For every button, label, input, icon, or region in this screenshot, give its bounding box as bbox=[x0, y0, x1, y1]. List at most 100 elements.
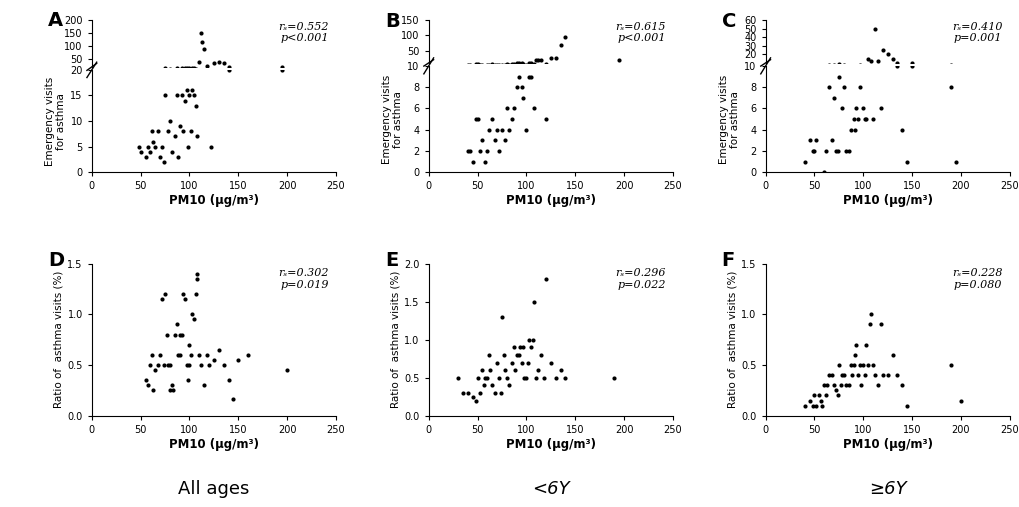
Point bbox=[154, 142, 170, 151]
Point bbox=[484, 60, 500, 68]
Point bbox=[477, 61, 493, 69]
Point bbox=[525, 336, 541, 344]
Point bbox=[500, 61, 517, 69]
Point bbox=[532, 351, 548, 359]
Point bbox=[850, 371, 866, 379]
Point bbox=[454, 389, 471, 397]
Point bbox=[801, 396, 817, 405]
Point bbox=[496, 366, 513, 374]
Point bbox=[274, 66, 290, 74]
Point bbox=[474, 61, 490, 69]
Point bbox=[493, 61, 510, 69]
Point bbox=[523, 59, 539, 67]
Point bbox=[164, 381, 180, 389]
Point bbox=[474, 366, 490, 374]
Point bbox=[894, 126, 910, 134]
Point bbox=[490, 147, 506, 155]
Point bbox=[498, 60, 515, 68]
Point bbox=[150, 127, 166, 135]
Point bbox=[796, 158, 812, 166]
Point bbox=[528, 56, 544, 64]
Text: rₛ=0.552
p<0.001: rₛ=0.552 p<0.001 bbox=[278, 22, 328, 43]
Point bbox=[477, 374, 493, 382]
Point bbox=[479, 61, 495, 69]
Point bbox=[807, 402, 823, 410]
Point bbox=[854, 361, 870, 369]
Point bbox=[498, 104, 515, 113]
Point bbox=[132, 148, 149, 156]
Point bbox=[823, 371, 840, 379]
Point bbox=[804, 147, 820, 155]
Point bbox=[806, 391, 822, 400]
Point bbox=[526, 298, 542, 306]
Point bbox=[145, 386, 161, 394]
Point bbox=[857, 115, 873, 123]
Point bbox=[462, 147, 478, 155]
Point bbox=[193, 361, 209, 369]
Point bbox=[230, 356, 247, 364]
Point bbox=[144, 127, 160, 135]
Point bbox=[515, 94, 531, 102]
Point bbox=[869, 57, 886, 65]
Point bbox=[850, 63, 866, 71]
Point bbox=[191, 58, 207, 66]
Point bbox=[503, 60, 520, 68]
Point bbox=[943, 83, 959, 91]
Point bbox=[872, 104, 889, 113]
Point bbox=[467, 396, 483, 405]
Point bbox=[878, 50, 895, 58]
Point bbox=[850, 115, 866, 123]
Point bbox=[191, 351, 207, 359]
Point bbox=[866, 371, 882, 379]
X-axis label: PM10 (μg/m³): PM10 (μg/m³) bbox=[169, 194, 259, 207]
Point bbox=[801, 136, 817, 144]
Point bbox=[823, 136, 840, 144]
Point bbox=[847, 351, 863, 359]
Point bbox=[141, 67, 157, 75]
Point bbox=[166, 132, 182, 140]
Point bbox=[845, 361, 861, 369]
Point bbox=[903, 62, 919, 70]
Point bbox=[488, 126, 504, 134]
X-axis label: PM10 (μg/m³): PM10 (μg/m³) bbox=[505, 438, 595, 451]
Point bbox=[542, 358, 558, 367]
Point bbox=[827, 65, 844, 74]
Point bbox=[206, 59, 222, 67]
Point bbox=[848, 341, 864, 349]
Point bbox=[827, 386, 844, 394]
Point bbox=[815, 67, 832, 76]
Y-axis label: Emergency visits
for asthma: Emergency visits for asthma bbox=[718, 75, 740, 164]
Point bbox=[556, 33, 573, 41]
Point bbox=[186, 64, 203, 72]
Point bbox=[510, 351, 526, 359]
Point bbox=[505, 60, 522, 68]
Point bbox=[806, 65, 822, 74]
Point bbox=[842, 361, 858, 369]
Point bbox=[862, 41, 878, 49]
Point bbox=[862, 57, 878, 65]
Point bbox=[521, 59, 537, 67]
Point bbox=[471, 61, 487, 69]
Point bbox=[138, 67, 154, 76]
Point bbox=[829, 361, 846, 369]
Y-axis label: Emergency visits
for asthma: Emergency visits for asthma bbox=[381, 75, 403, 164]
Point bbox=[833, 62, 849, 70]
Point bbox=[138, 376, 154, 384]
Point bbox=[894, 64, 910, 72]
Point bbox=[848, 104, 864, 113]
Point bbox=[898, 402, 914, 410]
Point bbox=[817, 147, 834, 155]
Point bbox=[523, 343, 539, 351]
Point bbox=[526, 60, 542, 68]
Point bbox=[889, 62, 905, 70]
Point bbox=[515, 343, 531, 351]
Point bbox=[187, 290, 204, 298]
Point bbox=[857, 63, 873, 71]
Point bbox=[160, 361, 176, 369]
Point bbox=[144, 66, 160, 74]
Point bbox=[518, 126, 534, 134]
Point bbox=[186, 91, 203, 99]
Point bbox=[169, 351, 185, 359]
Point bbox=[181, 64, 198, 72]
Point bbox=[145, 137, 161, 146]
